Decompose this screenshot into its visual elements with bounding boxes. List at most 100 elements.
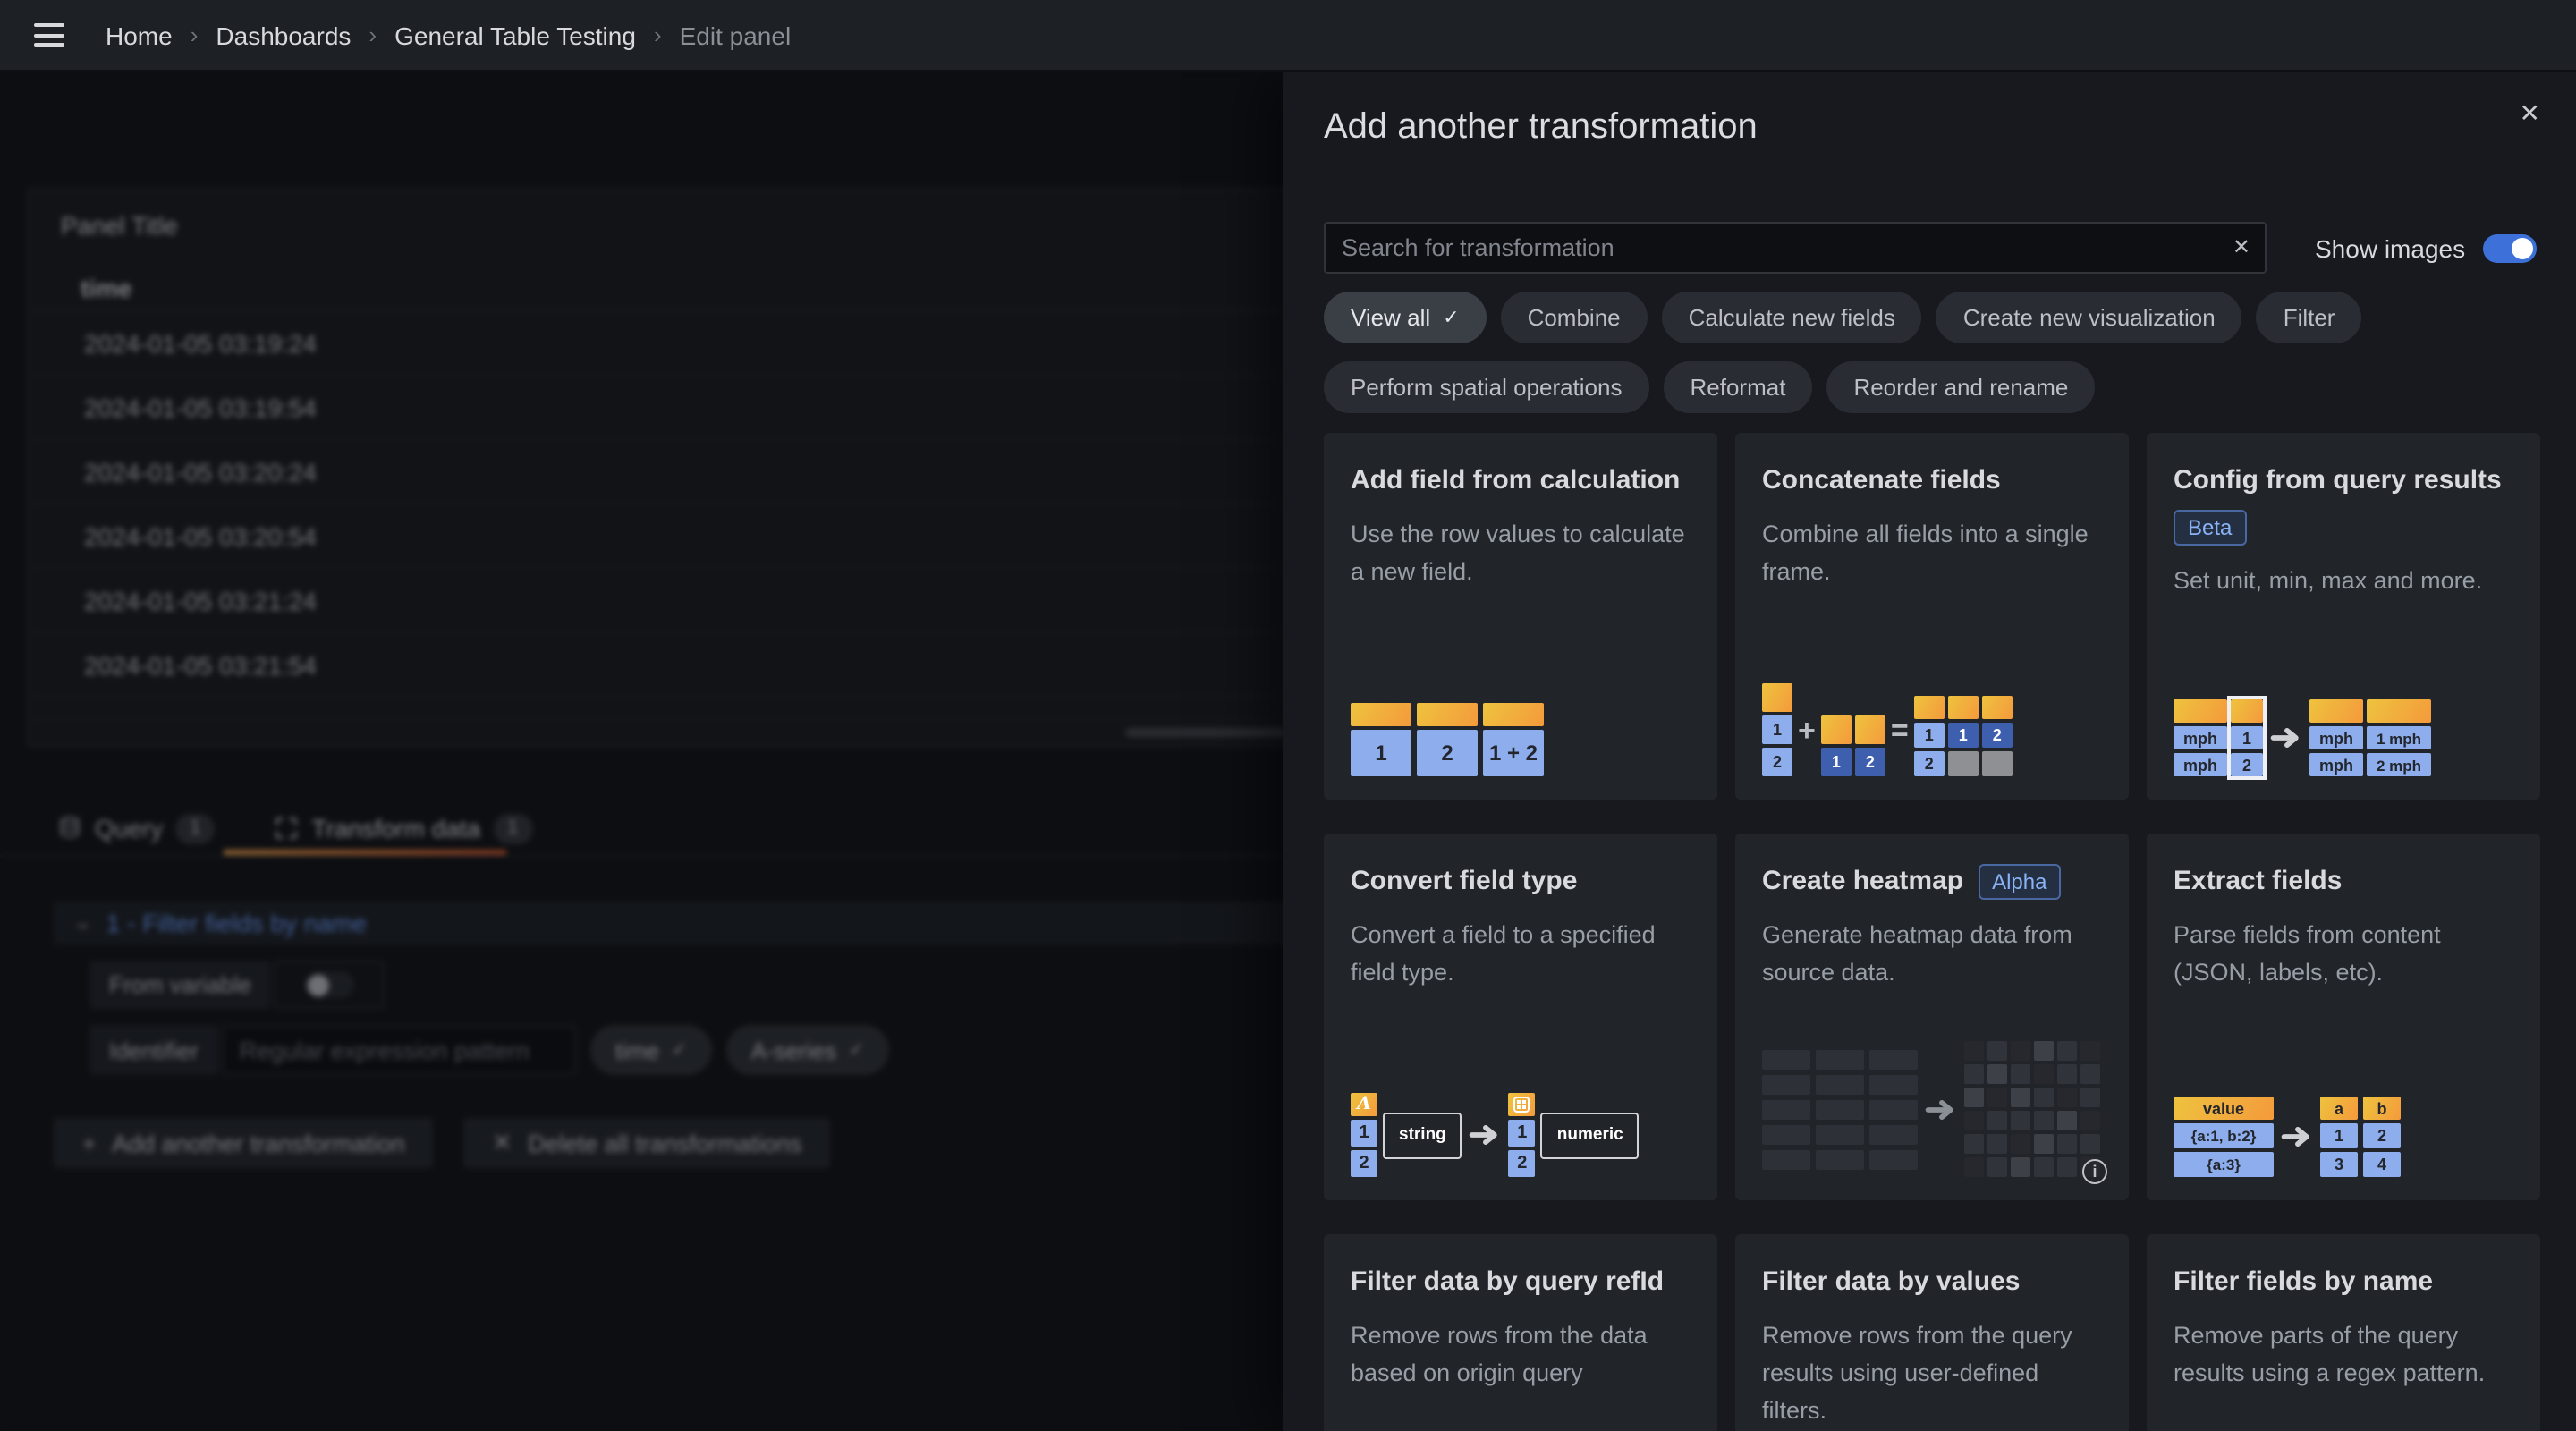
filter-pill-combine[interactable]: Combine bbox=[1500, 292, 1648, 343]
card-title: Create heatmap bbox=[1762, 866, 1964, 896]
drawer-title: Add another transformation bbox=[1324, 107, 1758, 147]
mini-cell: mph bbox=[2174, 726, 2227, 749]
search-row: ✕ Show images bbox=[1324, 222, 2540, 274]
close-icon[interactable]: ✕ bbox=[2512, 91, 2547, 136]
filter-pill-reformat[interactable]: Reformat bbox=[1663, 361, 1813, 413]
card-description: Parse fields from content (JSON, labels,… bbox=[2174, 921, 2441, 986]
card-description: Convert a field to a specified field typ… bbox=[1351, 921, 1656, 986]
card-create-heatmap[interactable]: Create heatmap Alpha Generate heatmap da… bbox=[1735, 834, 2129, 1200]
card-convert-field-type[interactable]: Convert field type Convert a field to a … bbox=[1324, 834, 1717, 1200]
beta-badge: Beta bbox=[2174, 510, 2247, 546]
mini-cell: 1 + 2 bbox=[1483, 730, 1544, 776]
card-title: Add field from calculation bbox=[1351, 465, 1681, 495]
filter-pill-filter[interactable]: Filter bbox=[2256, 292, 2362, 343]
mini-cell: 1 mph bbox=[2367, 726, 2431, 749]
card-description: Remove parts of the query results using … bbox=[2174, 1322, 2486, 1386]
card-title: Extract fields bbox=[2174, 866, 2343, 896]
card-extract-fields[interactable]: Extract fields Parse fields from content… bbox=[2147, 834, 2540, 1200]
mini-cell: 2 bbox=[1913, 751, 1945, 776]
mini-cell: 1 bbox=[1820, 748, 1852, 776]
card-description: Use the row values to calculate a new fi… bbox=[1351, 521, 1685, 585]
card-config-from-query-results[interactable]: Config from query results Beta Set unit,… bbox=[2147, 433, 2540, 800]
filter-pill-view-all[interactable]: View all ✓ bbox=[1324, 292, 1487, 343]
filter-pill-perform-spatial-operations[interactable]: Perform spatial operations bbox=[1324, 361, 1649, 413]
mini-cell: mph bbox=[2174, 753, 2227, 776]
mini-header: a bbox=[2320, 1097, 2358, 1120]
arrow-right-icon bbox=[1470, 1125, 1498, 1145]
numeric-type-box: numeric bbox=[1540, 1112, 1640, 1158]
mini-cell: 1 bbox=[1947, 723, 1979, 748]
calculation-illustration: 1 2 1 + 2 bbox=[1351, 703, 1544, 776]
mini-cell: 2 bbox=[1854, 748, 1885, 776]
transformation-cards-grid: Add field from calculation Use the row v… bbox=[1324, 433, 2540, 1431]
equals-operator: = bbox=[1890, 713, 1909, 747]
mini-cell-empty bbox=[1947, 751, 1979, 776]
alpha-badge: Alpha bbox=[1978, 864, 2062, 900]
mini-cell: 1 bbox=[1762, 716, 1792, 744]
search-box: ✕ bbox=[1324, 222, 2267, 274]
mini-cell: 2 bbox=[2231, 753, 2263, 776]
card-add-field-from-calculation[interactable]: Add field from calculation Use the row v… bbox=[1324, 433, 1717, 800]
mini-cell: 1 bbox=[1351, 1120, 1377, 1147]
mini-cell: 1 bbox=[1508, 1120, 1536, 1147]
string-type-box: string bbox=[1383, 1112, 1462, 1158]
mini-cell: mph bbox=[2309, 753, 2363, 776]
card-title: Config from query results bbox=[2174, 465, 2502, 495]
show-images-label: Show images bbox=[2315, 233, 2466, 262]
mini-cell: 2 bbox=[1508, 1150, 1536, 1177]
mini-header: value bbox=[2174, 1097, 2274, 1120]
filter-pills-row-1: View all ✓ Combine Calculate new fields … bbox=[1324, 292, 2540, 343]
filter-pill-calculate-new-fields[interactable]: Calculate new fields bbox=[1661, 292, 1922, 343]
mini-cell: 2 bbox=[1762, 748, 1792, 776]
pill-label: View all bbox=[1351, 304, 1431, 331]
mini-cell: {a:1, b:2} bbox=[2174, 1123, 2274, 1148]
menu-icon[interactable] bbox=[27, 16, 72, 54]
card-concatenate-fields[interactable]: Concatenate fields Combine all fields in… bbox=[1735, 433, 2129, 800]
mini-cell: 1 bbox=[2231, 726, 2263, 749]
info-icon[interactable]: i bbox=[2082, 1159, 2107, 1184]
card-filter-data-by-query-refid[interactable]: Filter data by query refId Remove rows f… bbox=[1324, 1234, 1717, 1431]
letter-a-icon: A bbox=[1357, 1095, 1371, 1114]
mini-cell: 1 bbox=[2320, 1123, 2358, 1148]
card-title: Filter fields by name bbox=[2174, 1266, 2434, 1297]
convert-illustration: A 1 2 string 1 2 numeric bbox=[1351, 1093, 1640, 1177]
extract-illustration: value {a:1, b:2} {a:3} a 1 3 b 2 4 bbox=[2174, 1097, 2401, 1177]
mini-cell: 2 bbox=[1981, 723, 2012, 748]
card-filter-fields-by-name[interactable]: Filter fields by name Remove parts of th… bbox=[2147, 1234, 2540, 1431]
source-grid bbox=[1762, 1049, 1918, 1169]
breadcrumb-home[interactable]: Home bbox=[106, 21, 173, 49]
breadcrumb-dashboards[interactable]: Dashboards bbox=[216, 21, 352, 49]
mini-cell: 2 mph bbox=[2367, 753, 2431, 776]
mini-cell-empty bbox=[1981, 751, 2012, 776]
card-title: Filter data by values bbox=[1762, 1266, 2021, 1297]
arrow-right-icon bbox=[2270, 728, 2299, 748]
search-input[interactable] bbox=[1324, 222, 2267, 274]
card-description: Combine all fields into a single frame. bbox=[1762, 521, 2089, 585]
arrow-right-icon bbox=[2281, 1127, 2309, 1147]
mini-cell: 2 bbox=[1417, 730, 1478, 776]
mini-cell: mph bbox=[2309, 726, 2363, 749]
mini-header: b bbox=[2363, 1097, 2401, 1120]
card-title: Concatenate fields bbox=[1762, 465, 2001, 495]
card-description: Set unit, min, max and more. bbox=[2174, 567, 2483, 594]
mini-cell: 4 bbox=[2363, 1152, 2401, 1177]
breadcrumb-dashboard-name[interactable]: General Table Testing bbox=[394, 21, 636, 49]
mini-cell: 3 bbox=[2320, 1152, 2358, 1177]
card-title: Convert field type bbox=[1351, 866, 1578, 896]
chevron-right-icon: › bbox=[369, 21, 377, 48]
filter-pills-row-2: Perform spatial operations Reformat Reor… bbox=[1324, 361, 2540, 413]
show-images-toggle[interactable] bbox=[2483, 233, 2538, 262]
filter-pill-create-new-visualization[interactable]: Create new visualization bbox=[1936, 292, 2242, 343]
mini-cell: 1 bbox=[1351, 730, 1411, 776]
filter-pill-reorder-and-rename[interactable]: Reorder and rename bbox=[1826, 361, 2096, 413]
toggle-knob bbox=[2512, 237, 2534, 258]
card-description: Generate heatmap data from source data. bbox=[1762, 921, 2072, 986]
card-filter-data-by-values[interactable]: Filter data by values Remove rows from t… bbox=[1735, 1234, 2129, 1431]
clear-search-icon[interactable]: ✕ bbox=[2232, 234, 2250, 259]
breadcrumb-current: Edit panel bbox=[679, 21, 792, 49]
mini-cell: {a:3} bbox=[2174, 1152, 2274, 1177]
